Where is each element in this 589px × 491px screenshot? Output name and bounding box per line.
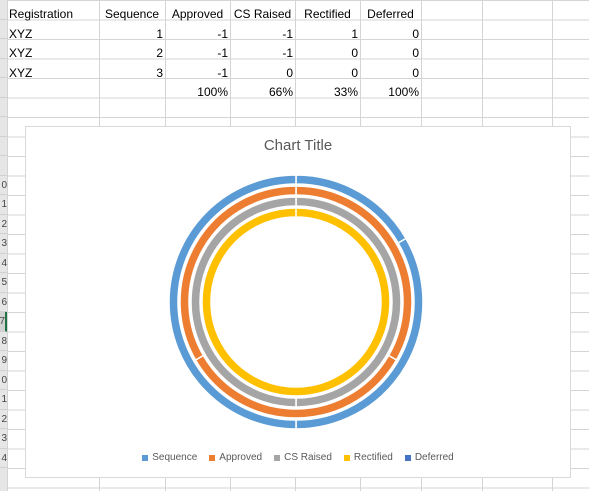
header-cell[interactable]: CS Raised [233,7,292,21]
row-number[interactable]: 4 [0,254,7,273]
header-cell[interactable]: Rectified [304,7,351,21]
total-cell[interactable]: 33% [333,85,358,99]
header-cell[interactable]: Sequence [104,7,160,21]
data-cell[interactable]: -1 [217,46,228,60]
data-cell[interactable]: XYZ [9,26,33,41]
row-number[interactable] [0,98,7,117]
data-cell[interactable]: 0 [412,46,419,60]
row-number[interactable] [0,78,7,98]
total-cell[interactable]: 100% [388,85,419,99]
row-number[interactable] [0,156,7,176]
header-cell[interactable]: Deferred [367,7,414,21]
row-number[interactable] [0,39,7,59]
row-number[interactable]: 6 [0,293,7,312]
data-cell[interactable]: -1 [282,46,293,60]
header-cell[interactable]: Approved [171,7,224,21]
legend-item[interactable]: Sequence [142,452,197,463]
header-cell[interactable]: Registration [9,7,74,21]
legend-swatch [343,454,350,461]
row-number[interactable] [0,0,7,20]
legend-swatch [142,454,149,461]
row-number[interactable]: 2 [0,410,7,429]
data-cell[interactable]: 0 [351,46,358,60]
legend-swatch [404,454,411,461]
legend-label: Deferred [414,452,454,463]
legend-label: Sequence [152,452,198,463]
chart-legend[interactable]: Sequence Approved CS Raised Rectified Deferr… [26,452,570,463]
data-cell[interactable]: 2 [156,46,163,60]
legend-label: Approved [219,452,263,463]
row-number[interactable] [0,59,7,78]
chart-title[interactable]: Chart Title [263,137,333,154]
data-cell[interactable]: 0 [412,26,419,41]
doughnut-plot[interactable] [26,127,572,479]
legend-label: Rectified [353,452,393,463]
legend-swatch [209,454,216,461]
data-cell[interactable]: -1 [282,26,293,41]
row-number[interactable]: 0 [0,371,7,390]
row-number[interactable]: 1 [0,195,7,215]
row-number[interactable]: 4 [0,449,7,468]
data-cell[interactable]: XYZ [9,46,33,60]
data-cell[interactable]: 0 [286,65,293,80]
row-number[interactable]: 3 [0,234,7,254]
legend-item[interactable]: Deferred [404,452,454,463]
data-cell[interactable]: 0 [412,65,419,80]
data-cell[interactable]: -1 [217,26,228,41]
total-cell[interactable]: 100% [197,85,228,99]
doughnut-segment-rectified[interactable] [201,207,391,397]
doughnut-segment-sequence[interactable] [168,174,297,430]
row-number[interactable]: 7 [0,312,7,332]
data-cell[interactable]: 0 [351,65,358,80]
row-number[interactable]: 3 [0,429,7,449]
doughnut-segment-cs-raised[interactable] [190,196,297,408]
row-number[interactable]: 0 [0,176,7,195]
legend-item[interactable]: Rectified [343,452,393,463]
row-number[interactable] [0,20,7,39]
data-cell[interactable]: 3 [156,65,163,80]
legend-item[interactable]: Approved [209,452,262,463]
legend-item[interactable]: CS Raised [274,452,332,463]
total-cell[interactable]: 66% [268,85,293,99]
row-number[interactable]: 9 [0,351,7,371]
row-number[interactable]: 8 [0,332,7,351]
row-number[interactable]: 1 [0,390,7,410]
row-number[interactable]: 2 [0,215,7,234]
row-number[interactable]: 5 [0,273,7,293]
data-cell[interactable]: -1 [217,65,228,80]
row-number[interactable] [0,137,7,156]
data-cell[interactable]: XYZ [9,65,33,80]
doughnut-segment-approved[interactable] [179,185,297,362]
data-cell[interactable]: 1 [351,26,358,41]
doughnut-chart[interactable]: Chart Title Sequence Approved CS Raised Rec… [25,126,571,478]
row-number[interactable] [0,117,7,137]
legend-swatch [274,454,281,461]
legend-label: CS Raised [284,452,332,463]
data-cell[interactable]: 1 [156,26,163,41]
